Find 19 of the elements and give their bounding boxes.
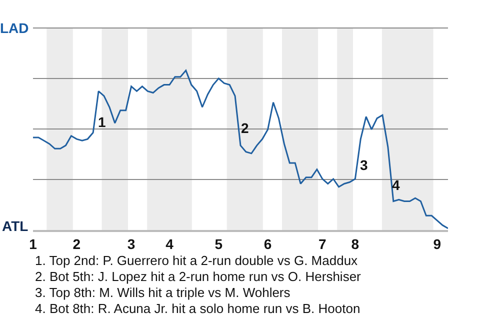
annotation: 4 — [392, 177, 400, 193]
text: 2. Bot 5th: J. Lopez hit a 2-run home run vs O. Hershiser — [35, 269, 362, 284]
annotation: 2 — [241, 120, 249, 136]
x-tick-label: 5 — [214, 236, 223, 252]
x-tick-label: 4 — [166, 236, 174, 252]
text: LAD — [0, 20, 29, 36]
text: ATL — [2, 218, 29, 234]
text: 4. Bot 8th: R. Acuna Jr. hit a solo home run vs B. Hooton — [35, 301, 360, 316]
x-tick-label: 6 — [264, 236, 272, 252]
x-tick-label: 9 — [433, 236, 442, 252]
text: 3. Top 8th: M. Wills hit a triple vs M. Wohlers — [35, 285, 291, 300]
x-tick-label: 1 — [29, 236, 38, 252]
x-tick-label: 8 — [351, 236, 360, 252]
x-tick-label: 2 — [72, 236, 81, 252]
x-tick-label: 3 — [127, 236, 136, 252]
annotation: 1 — [98, 114, 106, 130]
text: 1. Top 2nd: P. Guerrero hit a 2-run double vs G. Maddux — [35, 253, 358, 268]
annotation: 3 — [360, 157, 368, 173]
x-tick-label: 7 — [318, 236, 327, 252]
